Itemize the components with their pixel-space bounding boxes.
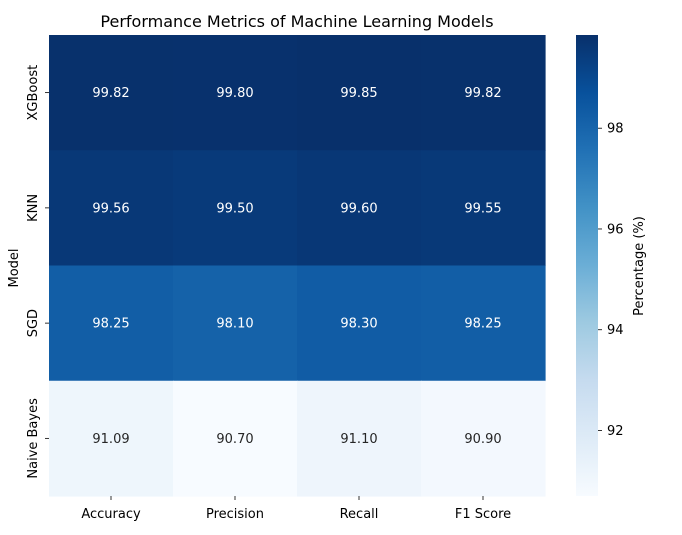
heatmap-cell-sgd-f1-score [421, 265, 546, 382]
heatmap-cell-knn-precision [173, 150, 298, 267]
heatmap-cell-labels: 99.82 99.80 99.85 99.82 99.56 99.50 99.60 99.55… [92, 86, 501, 447]
cell-value-label: 91.09 [92, 432, 129, 447]
cell-value-label: 98.25 [464, 317, 501, 332]
colorbar-tick-label: 94 [607, 323, 624, 338]
y-axis-ticks: XGBoost KNN SGD Naive Bayes [26, 65, 49, 479]
cell-value-label: 99.80 [216, 86, 253, 101]
colorbar-tick-label: 96 [607, 222, 624, 237]
colorbar-label: Percentage (%) [632, 216, 647, 316]
x-axis-ticks: Accuracy Precision Recall F1 Score [81, 496, 511, 522]
cell-value-label: 99.82 [92, 86, 129, 101]
y-tick-label-sgd: SGD [26, 309, 41, 337]
x-tick-label-recall: Recall [340, 507, 379, 522]
heatmap-cell-sgd-precision [173, 265, 298, 382]
cell-value-label: 90.90 [464, 432, 501, 447]
colorbar-tick-label: 98 [607, 122, 624, 137]
y-tick-label-knn: KNN [26, 194, 41, 222]
heatmap-cell-xgboost-recall [297, 35, 422, 151]
cell-value-label: 98.30 [340, 317, 377, 332]
heatmap-cell-sgd-recall [297, 265, 422, 382]
colorbar [576, 35, 598, 496]
heatmap-cell-naive-bayes-accuracy [49, 380, 174, 497]
heatmap-cell-xgboost-precision [173, 35, 298, 151]
heatmap-cell-xgboost-f1-score [421, 35, 546, 151]
cell-value-label: 99.82 [464, 86, 501, 101]
heatmap-cell-sgd-accuracy [49, 265, 174, 382]
cell-value-label: 90.70 [216, 432, 253, 447]
heatmap-cell-naive-bayes-recall [297, 380, 422, 497]
colorbar-tick-label: 92 [607, 424, 624, 439]
heatmap-cell-knn-accuracy [49, 150, 174, 267]
cell-value-label: 91.10 [340, 432, 377, 447]
heatmap-cell-naive-bayes-f1-score [421, 380, 546, 497]
cell-value-label: 99.60 [340, 201, 377, 216]
cell-value-label: 98.25 [92, 317, 129, 332]
heatmap-cells [49, 35, 546, 497]
heatmap-cell-xgboost-accuracy [49, 35, 174, 151]
cell-value-label: 98.10 [216, 317, 253, 332]
heatmap-cell-knn-recall [297, 150, 422, 267]
x-tick-label-precision: Precision [206, 507, 264, 522]
cell-value-label: 99.56 [92, 201, 129, 216]
x-tick-label-accuracy: Accuracy [81, 507, 141, 522]
chart-title: Performance Metrics of Machine Learning … [100, 12, 493, 31]
x-tick-label-f1-score: F1 Score [455, 507, 511, 522]
cell-value-label: 99.50 [216, 201, 253, 216]
cell-value-label: 99.55 [464, 201, 501, 216]
heatmap-cell-naive-bayes-precision [173, 380, 298, 497]
heatmap-cell-knn-f1-score [421, 150, 546, 267]
y-tick-label-naive-bayes: Naive Bayes [26, 398, 41, 479]
y-axis-label: Model [7, 248, 22, 287]
cell-value-label: 99.85 [340, 86, 377, 101]
y-tick-label-xgboost: XGBoost [26, 65, 41, 121]
colorbar-ticks: 92 94 96 98 [598, 122, 624, 439]
